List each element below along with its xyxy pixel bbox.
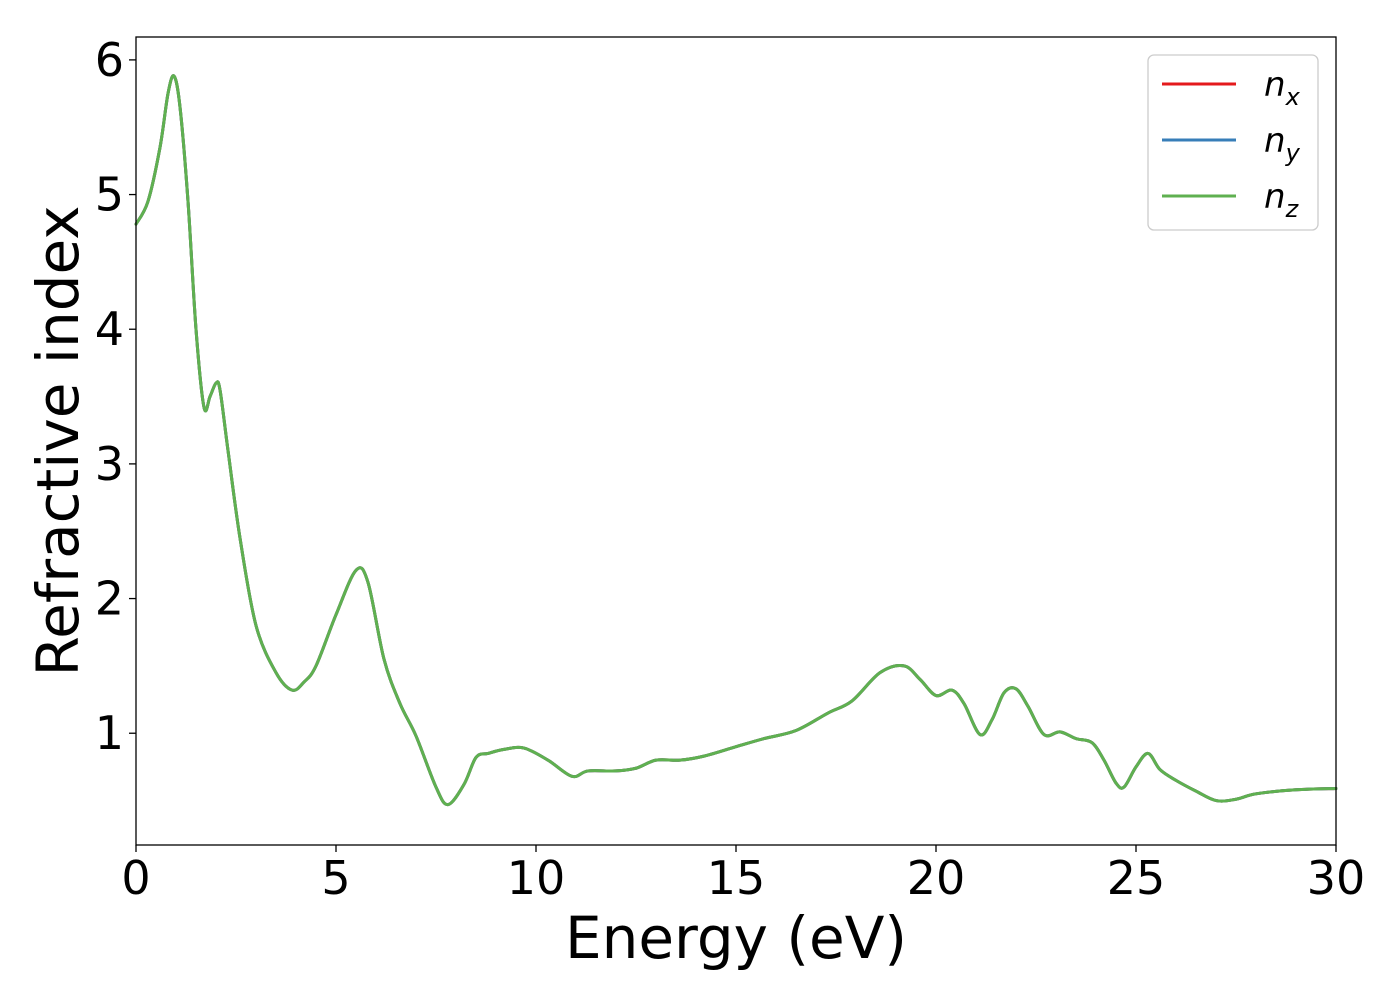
y-tick-label: 6 (95, 33, 124, 87)
y-axis: 1 2 3 4 5 6 (95, 33, 136, 760)
y-tick-label: 1 (95, 706, 124, 760)
x-tick-label: 5 (321, 851, 350, 905)
x-tick-label: 30 (1307, 851, 1366, 905)
x-tick-label: 20 (907, 851, 966, 905)
series-layer (134, 74, 1338, 807)
x-axis: 0 5 10 15 20 25 30 (121, 845, 1365, 905)
x-tick-label: 25 (1107, 851, 1166, 905)
x-tick-label: 0 (121, 851, 150, 905)
legend-label-ny: ny (1264, 121, 1301, 167)
legend: nx ny nz (1147, 54, 1319, 231)
x-tick-label: 15 (707, 851, 766, 905)
y-axis-title: Refractive index (24, 205, 92, 676)
y-tick-label: 5 (95, 168, 124, 222)
y-tick-label: 3 (95, 437, 124, 491)
legend-label-nz: nz (1264, 177, 1300, 223)
x-axis-title: Energy (eV) (565, 904, 907, 972)
legend-items: nx ny nz (1162, 65, 1301, 223)
y-tick-label: 4 (95, 302, 124, 356)
series-line-nz (134, 74, 1338, 807)
y-tick-label: 2 (95, 572, 124, 626)
x-tick-label: 10 (507, 851, 566, 905)
legend-label-nx: nx (1264, 65, 1301, 111)
legend-box (1147, 54, 1319, 231)
